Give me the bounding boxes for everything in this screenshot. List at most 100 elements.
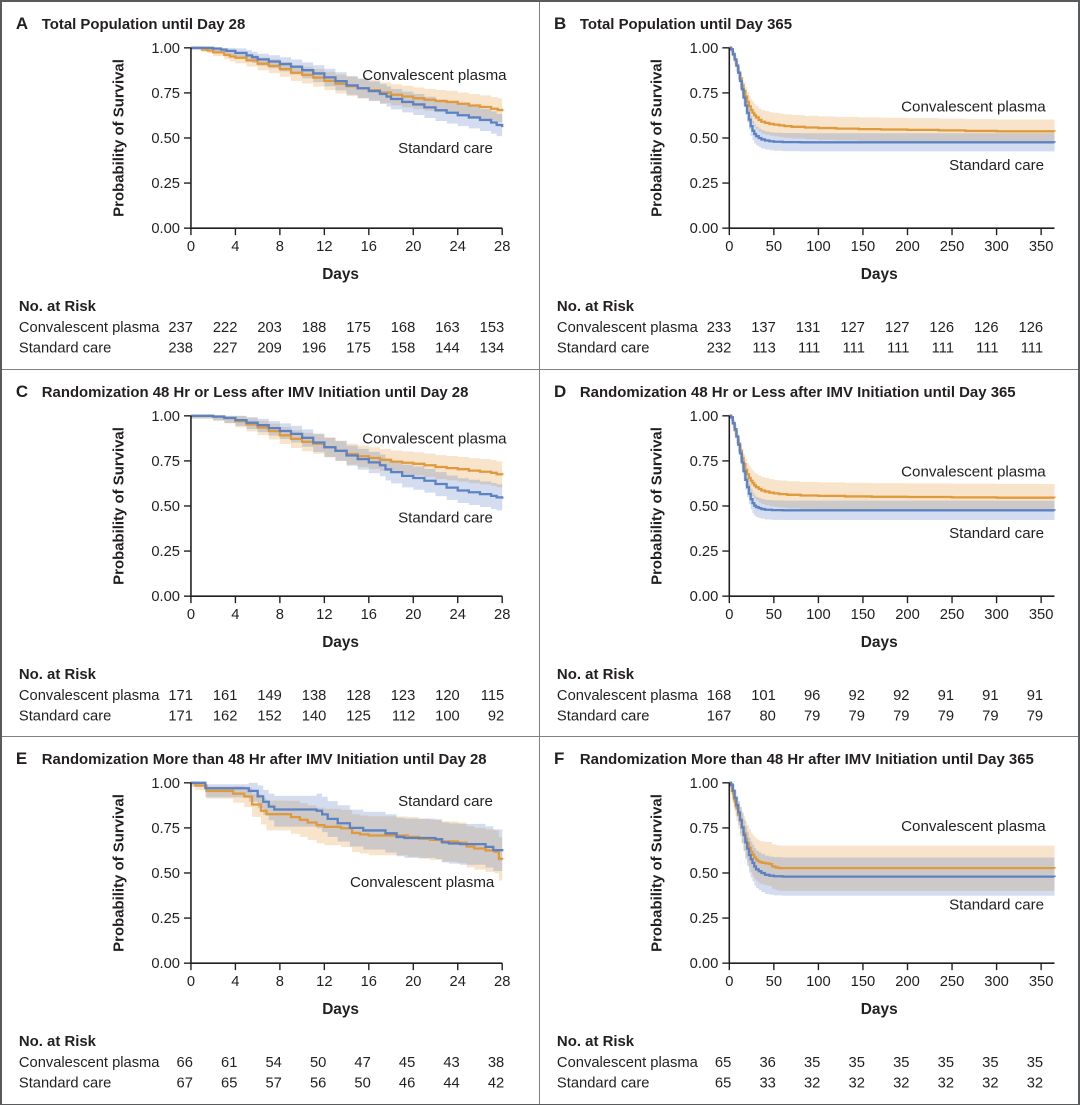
risk-value: 44 — [443, 1076, 459, 1092]
risk-value: 111 — [932, 341, 954, 357]
x-tick-label: 50 — [766, 974, 782, 990]
risk-value: 66 — [177, 1055, 193, 1071]
risk-value: 32 — [804, 1076, 820, 1092]
y-tick-label: 0.25 — [151, 544, 180, 560]
risk-value: 144 — [435, 341, 460, 357]
risk-value: 65 — [715, 1055, 731, 1071]
risk-value: 35 — [982, 1055, 998, 1071]
y-tick-label: 0.50 — [151, 131, 180, 147]
risk-value: 168 — [707, 687, 732, 703]
risk-value: 196 — [302, 341, 327, 357]
x-axis-label: Days — [322, 266, 359, 283]
x-tick-label: 8 — [276, 607, 284, 623]
y-tick-label: 0.00 — [151, 221, 180, 237]
risk-value: 188 — [302, 320, 327, 336]
y-tick-label: 0.50 — [690, 499, 719, 515]
risk-row-label: Convalescent plasma — [557, 1055, 699, 1071]
risk-value: 79 — [849, 708, 865, 724]
curve-label-convalescent-plasma: Convalescent plasma — [901, 818, 1046, 835]
risk-value: 79 — [1027, 708, 1043, 724]
x-axis-label: Days — [861, 634, 898, 651]
km-panel-c: 0.00 0.25 0.50 0.75 1.00 0 4 8 12 16 20 24 28 Days Pro… — [16, 382, 510, 725]
x-tick-label: 0 — [187, 974, 195, 990]
y-tick-label: 1.00 — [690, 776, 719, 792]
risk-value: 163 — [435, 320, 460, 336]
risk-value: 46 — [399, 1076, 415, 1092]
risk-value: 113 — [752, 341, 776, 357]
panel-title: Total Population until Day 365 — [580, 16, 792, 33]
confidence-band-convalescent-plasma — [729, 415, 1055, 512]
x-tick-label: 20 — [405, 607, 421, 623]
panel-letter: C — [16, 382, 28, 401]
risk-value: 168 — [391, 320, 416, 336]
confidence-band-standard-care — [729, 783, 1055, 897]
panel-letter: D — [554, 382, 566, 401]
x-tick-label: 300 — [984, 974, 1009, 990]
y-tick-label: 0.75 — [151, 454, 180, 470]
curve-label-convalescent-plasma: Convalescent plasma — [350, 874, 495, 891]
y-axis-label: Probability of Survival — [110, 794, 127, 952]
risk-value: 35 — [1027, 1055, 1043, 1071]
y-axis-label: Probability of Survival — [649, 59, 666, 217]
x-tick-label: 4 — [231, 239, 239, 255]
risk-value: 92 — [488, 708, 504, 724]
x-tick-label: 28 — [494, 607, 510, 623]
y-tick-label: 0.75 — [151, 821, 180, 837]
risk-value: 111 — [798, 341, 820, 357]
x-tick-label: 4 — [231, 607, 239, 623]
risk-value: 35 — [849, 1055, 865, 1071]
x-tick-label: 0 — [725, 239, 733, 255]
risk-value: 152 — [257, 708, 282, 724]
y-tick-label: 0.00 — [151, 589, 180, 605]
risk-table-header: No. at Risk — [19, 665, 97, 682]
risk-value: 101 — [751, 687, 776, 703]
x-tick-label: 250 — [940, 607, 965, 623]
x-tick-label: 0 — [725, 607, 733, 623]
risk-value: 96 — [804, 687, 820, 703]
survival-curve-standard-care — [190, 46, 504, 128]
risk-value: 115 — [481, 687, 504, 703]
y-tick-label: 0.00 — [151, 956, 180, 972]
panel-letter: A — [16, 14, 28, 33]
risk-value: 171 — [168, 708, 193, 724]
risk-value: 32 — [893, 1076, 909, 1092]
risk-value: 233 — [707, 320, 732, 336]
risk-value: 35 — [938, 1055, 954, 1071]
x-tick-label: 300 — [984, 239, 1009, 255]
confidence-band-standard-care — [190, 415, 503, 512]
panel-title: Total Population until Day 28 — [42, 16, 245, 33]
risk-value: 126 — [929, 320, 954, 336]
x-tick-label: 12 — [316, 239, 332, 255]
risk-value: 35 — [804, 1055, 820, 1071]
km-panel-b: 0.00 0.25 0.50 0.75 1.00 0 50 100 150 200 250 300 35… — [554, 14, 1056, 357]
risk-value: 203 — [257, 320, 282, 336]
risk-value: 91 — [938, 687, 954, 703]
risk-value: 35 — [893, 1055, 909, 1071]
x-tick-label: 24 — [450, 974, 466, 990]
risk-table-header: No. at Risk — [557, 1033, 635, 1050]
risk-value: 158 — [391, 341, 416, 357]
panel-title: Randomization 48 Hr or Less after IMV In… — [42, 384, 469, 401]
risk-row-label: Standard care — [19, 341, 111, 357]
risk-value: 79 — [804, 708, 820, 724]
risk-value: 127 — [840, 320, 865, 336]
y-tick-label: 0.75 — [690, 86, 719, 102]
risk-value: 112 — [392, 708, 415, 724]
curve-label-standard-care: Standard care — [949, 157, 1044, 174]
x-tick-label: 16 — [361, 607, 377, 623]
risk-value: 91 — [1027, 687, 1043, 703]
risk-value: 127 — [885, 320, 910, 336]
risk-value: 111 — [887, 341, 909, 357]
x-tick-label: 300 — [984, 607, 1009, 623]
x-tick-label: 0 — [725, 974, 733, 990]
km-panel: 0.00 0.25 0.50 0.75 1.00 0 4 8 12 16 20 24 28 Days Pro… — [2, 369, 540, 738]
x-tick-label: 20 — [405, 974, 421, 990]
x-tick-label: 28 — [494, 974, 510, 990]
y-tick-label: 0.75 — [690, 821, 719, 837]
risk-value: 92 — [849, 687, 865, 703]
curve-label-convalescent-plasma: Convalescent plasma — [362, 67, 507, 84]
risk-value: 45 — [399, 1055, 415, 1071]
y-tick-label: 0.75 — [690, 454, 719, 470]
panel-title: Randomization More than 48 Hr after IMV … — [580, 751, 1034, 768]
